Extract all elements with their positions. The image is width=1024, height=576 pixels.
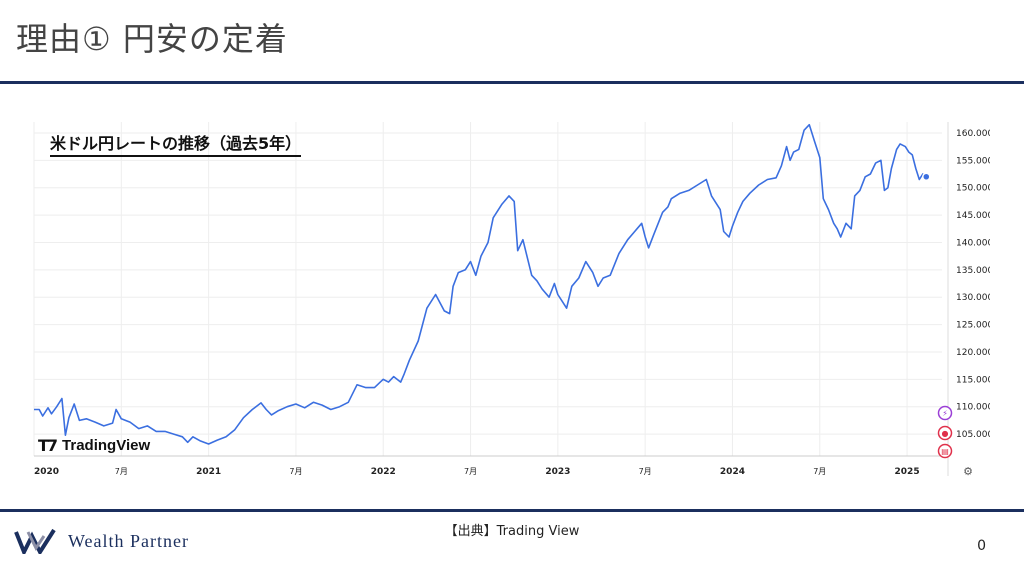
slide-title: 理由① 円安の定着 [16,20,288,58]
x-tick-label: 7月 [813,467,826,476]
y-tick-label: 110.000 [956,403,990,413]
chart-series [34,123,931,445]
brand-logo: Wealth Partner [14,528,189,554]
x-tick-label: 7月 [289,467,302,476]
footer-rule [0,509,1024,512]
y-tick-label: 120.000 [956,348,990,358]
y-tick-label: 155.000 [956,156,990,166]
svg-text:●: ● [942,429,949,438]
chart-heading: 米ドル円レートの推移（過去5年） [50,130,302,157]
y-tick-label: 105.000 [956,430,990,440]
y-tick-label: 140.000 [956,238,990,248]
x-tick-label: 2024 [720,467,745,477]
tradingview-logo-icon: T7 [38,436,58,455]
y-tick-label: 135.000 [956,266,990,276]
usdjpy-series-line [34,123,927,445]
page-number: 0 [977,538,986,554]
x-tick-label: 2023 [545,467,570,477]
y-tick-label: 115.000 [956,375,990,385]
x-tick-label: 2021 [196,467,221,477]
axis-settings-gear-icon[interactable]: ⚙ [963,465,973,478]
title-rule [0,81,1024,84]
tradingview-watermark: T7 TradingView [38,436,150,455]
svg-text:▤: ▤ [941,447,949,456]
x-tick-label: 2025 [895,467,920,477]
chart-event-icons[interactable]: ⚙ ⚡ ● ▤ [937,405,973,479]
x-tick-label: 7月 [639,467,652,476]
y-axis: 105.000 110.000 115.000 120.000 125.000 130.0… [947,122,990,476]
earnings-event-icon[interactable]: ● [937,425,953,441]
chart-grid [33,122,942,456]
source-credit: 【出典】Trading View [444,524,580,539]
x-tick-label: 2020 [34,467,59,477]
last-price-marker [922,172,931,182]
x-tick-label: 7月 [115,467,128,476]
brand-name: Wealth Partner [68,530,190,551]
y-tick-label: 150.000 [956,184,990,194]
y-tick-label: 160.000 [956,129,990,139]
y-tick-label: 145.000 [956,211,990,221]
y-tick-label: 125.000 [956,321,990,331]
x-axis: 2020 7月 2021 7月 2022 7月 2023 7月 2024 7月 2025 [34,455,948,477]
economic-event-icon[interactable]: ▤ [937,443,953,459]
wealth-partner-logo-icon [14,528,56,554]
line-chart: 105.000 110.000 115.000 120.000 125.000 130.0… [33,122,990,479]
y-tick-label: 130.000 [956,293,990,303]
tradingview-text: TradingView [62,437,151,454]
dividend-event-icon[interactable]: ⚡ [937,405,953,421]
x-tick-label: 7月 [464,467,477,476]
svg-text:⚡: ⚡ [942,409,948,418]
x-tick-label: 2022 [371,467,396,477]
